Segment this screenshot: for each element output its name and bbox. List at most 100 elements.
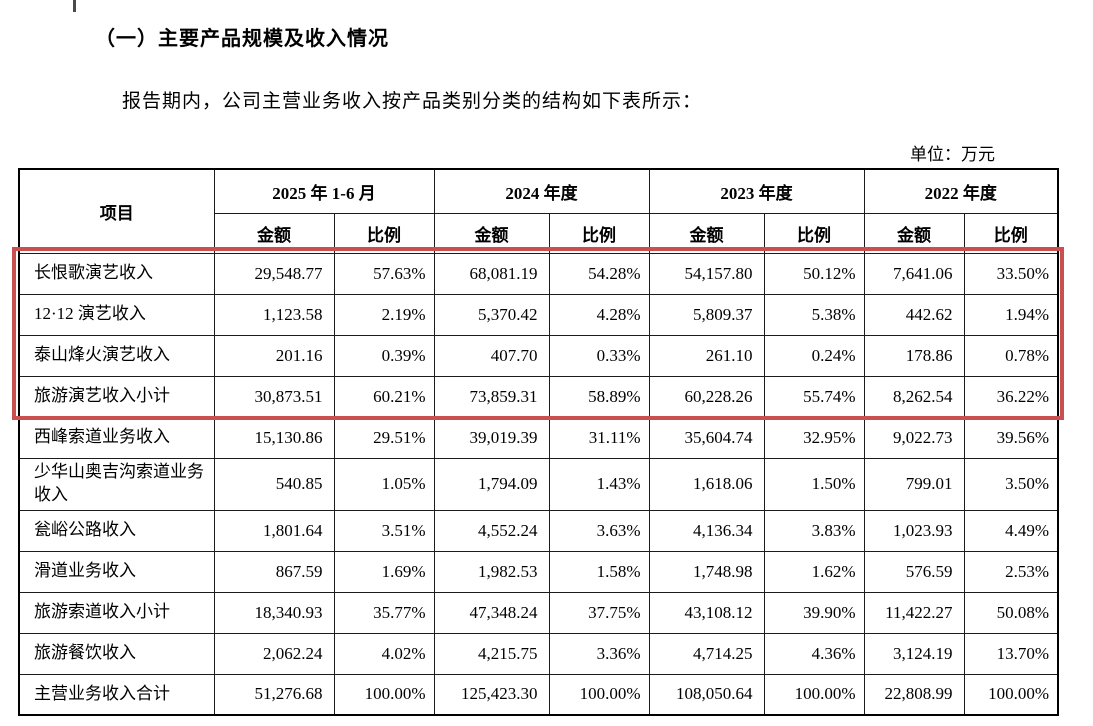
- ratio-cell: 4.02%: [333, 632, 435, 675]
- amount-cell: 5,370.42: [433, 293, 550, 336]
- row-label: 瓮峪公路收入: [18, 509, 215, 552]
- table-row: 旅游索道收入小计 18,340.93 35.77% 47,348.24 37.75% 43…: [18, 591, 1059, 634]
- table-row: 12·12 演艺收入 1,123.58 2.19% 5,370.42 4.28% 5,80…: [18, 293, 1059, 336]
- subheader-amount: 金额: [648, 212, 765, 254]
- amount-cell: 108,050.64: [648, 673, 765, 716]
- amount-cell: 4,552.24: [433, 509, 550, 552]
- ratio-cell: 32.95%: [763, 416, 865, 459]
- ratio-cell: 0.78%: [963, 334, 1059, 377]
- amount-cell: 68,081.19: [433, 252, 550, 295]
- amount-cell: 1,801.64: [213, 509, 335, 552]
- amount-cell: 2,062.24: [213, 632, 335, 675]
- ratio-cell: 4.28%: [548, 293, 650, 336]
- amount-cell: 1,023.93: [863, 509, 965, 552]
- amount-cell: 1,794.09: [433, 457, 550, 511]
- ratio-cell: 1.69%: [333, 550, 435, 593]
- amount-cell: 30,873.51: [213, 375, 335, 418]
- table-row: 旅游演艺收入小计 30,873.51 60.21% 73,859.31 58.89% 60…: [18, 375, 1059, 418]
- amount-cell: 125,423.30: [433, 673, 550, 716]
- table-row: 旅游餐饮收入 2,062.24 4.02% 4,215.75 3.36% 4,714.25…: [18, 632, 1059, 675]
- amount-cell: 1,618.06: [648, 457, 765, 511]
- column-header-2022: 2022 年度: [863, 168, 1059, 214]
- ratio-cell: 2.19%: [333, 293, 435, 336]
- section-title: （一）主要产品规模及收入情况: [95, 28, 389, 50]
- subheader-ratio: 比例: [333, 212, 435, 254]
- ratio-cell: 3.36%: [548, 632, 650, 675]
- ratio-cell: 3.63%: [548, 509, 650, 552]
- text-cursor-artifact: [73, 0, 76, 12]
- ratio-cell: 100.00%: [333, 673, 435, 716]
- amount-cell: 407.70: [433, 334, 550, 377]
- amount-cell: 442.62: [863, 293, 965, 336]
- amount-cell: 799.01: [863, 457, 965, 511]
- ratio-cell: 1.58%: [548, 550, 650, 593]
- intro-paragraph: 报告期内，公司主营业务收入按产品类别分类的结构如下表所示：: [122, 91, 703, 112]
- row-label: 12·12 演艺收入: [18, 293, 215, 336]
- row-label: 少华山奥吉沟索道业务收入: [18, 457, 215, 511]
- table-row: 长恨歌演艺收入 29,548.77 57.63% 68,081.19 54.28% 54,…: [18, 252, 1059, 295]
- amount-cell: 60,228.26: [648, 375, 765, 418]
- ratio-cell: 37.75%: [548, 591, 650, 634]
- table-row: 瓮峪公路收入 1,801.64 3.51% 4,552.24 3.63% 4,136.34…: [18, 509, 1059, 552]
- ratio-cell: 1.62%: [763, 550, 865, 593]
- table-row: 滑道业务收入 867.59 1.69% 1,982.53 1.58% 1,748.98 1.…: [18, 550, 1059, 593]
- ratio-cell: 3.83%: [763, 509, 865, 552]
- table-row: 西峰索道业务收入 15,130.86 29.51% 39,019.39 31.11% 35…: [18, 416, 1059, 459]
- row-label: 泰山烽火演艺收入: [18, 334, 215, 377]
- ratio-cell: 57.63%: [333, 252, 435, 295]
- table-header-year-row: 项目 2025 年 1-6 月 2024 年度 2023 年度 2022 年度: [18, 168, 1059, 254]
- amount-cell: 22,808.99: [863, 673, 965, 716]
- amount-cell: 4,714.25: [648, 632, 765, 675]
- ratio-cell: 1.94%: [963, 293, 1059, 336]
- ratio-cell: 0.24%: [763, 334, 865, 377]
- table-row: 主营业务收入合计 51,276.68 100.00% 125,423.30 100.00…: [18, 673, 1059, 716]
- ratio-cell: 0.33%: [548, 334, 650, 377]
- ratio-cell: 39.90%: [763, 591, 865, 634]
- table-row: 泰山烽火演艺收入 201.16 0.39% 407.70 0.33% 261.10 0.24…: [18, 334, 1059, 377]
- table-row: 少华山奥吉沟索道业务收入 540.85 1.05% 1,794.09 1.43% 1,61…: [18, 457, 1059, 511]
- ratio-cell: 35.77%: [333, 591, 435, 634]
- amount-cell: 178.86: [863, 334, 965, 377]
- subheader-amount: 金额: [433, 212, 550, 254]
- ratio-cell: 39.56%: [963, 416, 1059, 459]
- row-label: 滑道业务收入: [18, 550, 215, 593]
- amount-cell: 47,348.24: [433, 591, 550, 634]
- amount-cell: 54,157.80: [648, 252, 765, 295]
- column-header-2025h1: 2025 年 1-6 月: [213, 168, 435, 214]
- ratio-cell: 58.89%: [548, 375, 650, 418]
- subheader-ratio: 比例: [963, 212, 1059, 254]
- amount-cell: 51,276.68: [213, 673, 335, 716]
- ratio-cell: 60.21%: [333, 375, 435, 418]
- amount-cell: 261.10: [648, 334, 765, 377]
- row-label: 长恨歌演艺收入: [18, 252, 215, 295]
- ratio-cell: 36.22%: [963, 375, 1059, 418]
- amount-cell: 9,022.73: [863, 416, 965, 459]
- amount-cell: 73,859.31: [433, 375, 550, 418]
- ratio-cell: 100.00%: [763, 673, 865, 716]
- ratio-cell: 50.12%: [763, 252, 865, 295]
- amount-cell: 540.85: [213, 457, 335, 511]
- amount-cell: 4,215.75: [433, 632, 550, 675]
- column-header-item: 项目: [18, 168, 215, 254]
- amount-cell: 3,124.19: [863, 632, 965, 675]
- ratio-cell: 3.51%: [333, 509, 435, 552]
- subheader-amount: 金额: [213, 212, 335, 254]
- amount-cell: 867.59: [213, 550, 335, 593]
- ratio-cell: 31.11%: [548, 416, 650, 459]
- amount-cell: 18,340.93: [213, 591, 335, 634]
- unit-label: 单位：万元: [910, 145, 995, 164]
- amount-cell: 11,422.27: [863, 591, 965, 634]
- ratio-cell: 1.05%: [333, 457, 435, 511]
- ratio-cell: 13.70%: [963, 632, 1059, 675]
- ratio-cell: 55.74%: [763, 375, 865, 418]
- ratio-cell: 4.36%: [763, 632, 865, 675]
- row-label: 旅游餐饮收入: [18, 632, 215, 675]
- row-label: 西峰索道业务收入: [18, 416, 215, 459]
- ratio-cell: 3.50%: [963, 457, 1059, 511]
- column-header-2024: 2024 年度: [433, 168, 650, 214]
- ratio-cell: 0.39%: [333, 334, 435, 377]
- table-header-sub-row: 金额 比例 金额 比例 金额 比例 金额 比例: [19, 212, 1059, 254]
- amount-cell: 43,108.12: [648, 591, 765, 634]
- ratio-cell: 100.00%: [963, 673, 1059, 716]
